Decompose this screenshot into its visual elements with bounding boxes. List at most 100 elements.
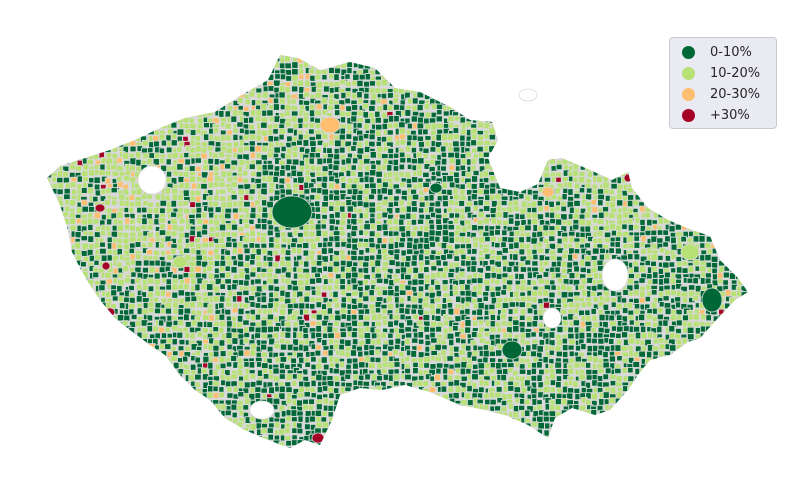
municipality-cell <box>434 170 442 178</box>
municipality-cell <box>428 223 436 231</box>
municipality-cell <box>285 188 293 196</box>
municipality-cell <box>284 176 291 184</box>
municipality-cell <box>82 176 90 183</box>
municipality-cell <box>393 175 401 183</box>
municipality-cell <box>344 73 351 80</box>
municipality-cell <box>254 199 261 206</box>
municipality-cell <box>242 170 249 177</box>
municipality-cell <box>494 278 501 286</box>
municipality-cell <box>410 140 417 148</box>
municipality-cell <box>309 74 316 82</box>
municipality-cell <box>320 97 328 105</box>
municipality-cell <box>248 194 255 201</box>
municipality-cell <box>543 205 550 212</box>
municipality-cell <box>298 165 305 173</box>
municipality-cell <box>374 116 382 124</box>
municipality-cell <box>555 163 563 171</box>
municipality-cell <box>206 283 214 291</box>
municipality-cell <box>248 163 256 170</box>
municipality-cell <box>518 248 526 256</box>
municipality-cell <box>165 158 172 166</box>
municipality-cell <box>482 217 491 225</box>
municipality-cell <box>230 164 237 171</box>
municipality-cell <box>398 289 407 296</box>
municipality-cell <box>440 145 447 153</box>
municipality-cell <box>398 163 406 171</box>
municipality-cell <box>561 253 569 260</box>
municipality-cell <box>291 145 299 153</box>
municipality-cell <box>236 153 244 161</box>
municipality-cell <box>326 157 333 165</box>
municipality-cell <box>206 145 214 152</box>
municipality-cell <box>304 175 311 183</box>
municipality-cell <box>446 175 454 183</box>
municipality-cell <box>116 224 125 232</box>
municipality-cell <box>454 158 462 167</box>
municipality-cell <box>164 291 172 298</box>
municipality-cell <box>362 111 370 119</box>
municipality-cell <box>93 259 100 266</box>
municipality-cell <box>688 284 696 291</box>
municipality-cell <box>442 110 450 117</box>
municipality-cell <box>266 109 274 117</box>
municipality-cell <box>418 213 426 220</box>
municipality-cell <box>346 205 354 213</box>
municipality-cell <box>176 193 184 201</box>
municipality-cell <box>356 91 363 99</box>
municipality-cell <box>578 218 586 226</box>
municipality-cell <box>549 254 557 262</box>
municipality-cell <box>268 182 276 189</box>
municipality-cell <box>255 134 263 142</box>
municipality-cell <box>362 103 370 110</box>
municipality-cell <box>158 217 167 224</box>
municipality-cell <box>219 283 226 290</box>
municipality-cell <box>116 211 124 220</box>
municipality-cell <box>381 223 389 232</box>
municipality-cell <box>218 181 226 188</box>
municipality-cell <box>572 169 579 177</box>
municipality-cell <box>483 133 490 140</box>
municipality-cell <box>356 194 363 202</box>
municipality-cell <box>568 272 576 280</box>
municipality-cell <box>320 223 327 230</box>
municipality-cell <box>310 242 317 250</box>
municipality-cell <box>506 266 513 273</box>
municipality-cell <box>591 206 599 214</box>
municipality-cell <box>296 247 303 255</box>
municipality-cell <box>615 193 623 201</box>
municipality-cell <box>279 97 286 105</box>
municipality-cell <box>158 147 165 155</box>
municipality-cell <box>104 271 112 279</box>
municipality-cell <box>362 261 370 268</box>
municipality-cell <box>262 91 269 99</box>
municipality-cell <box>400 249 407 257</box>
municipality-cell <box>518 236 525 244</box>
municipality-cell <box>261 212 269 219</box>
municipality-cell <box>454 236 461 243</box>
municipality-cell <box>375 277 384 284</box>
municipality-cell <box>303 223 310 232</box>
municipality-cell <box>327 247 334 255</box>
municipality-cell <box>356 79 364 88</box>
municipality-cell <box>387 188 394 196</box>
municipality-cell <box>399 181 406 188</box>
municipality-cell <box>369 99 377 106</box>
municipality-cell <box>512 253 519 261</box>
municipality-cell <box>482 247 490 254</box>
municipality-cell <box>224 212 232 220</box>
municipality-cell <box>375 253 383 261</box>
municipality-cell <box>531 260 539 267</box>
municipality-cell <box>567 188 574 196</box>
municipality-cell <box>218 110 225 118</box>
municipality-cell <box>406 248 414 255</box>
municipality-cell <box>609 201 616 209</box>
municipality-cell <box>608 212 616 220</box>
municipality-cell <box>178 182 185 189</box>
municipality-cell <box>452 217 460 225</box>
municipality-cell <box>165 146 173 154</box>
municipality-cell <box>93 211 101 220</box>
municipality-cell <box>470 265 477 273</box>
municipality-cell <box>104 170 112 177</box>
municipality-cell <box>242 289 250 296</box>
municipality-cell <box>446 253 454 260</box>
